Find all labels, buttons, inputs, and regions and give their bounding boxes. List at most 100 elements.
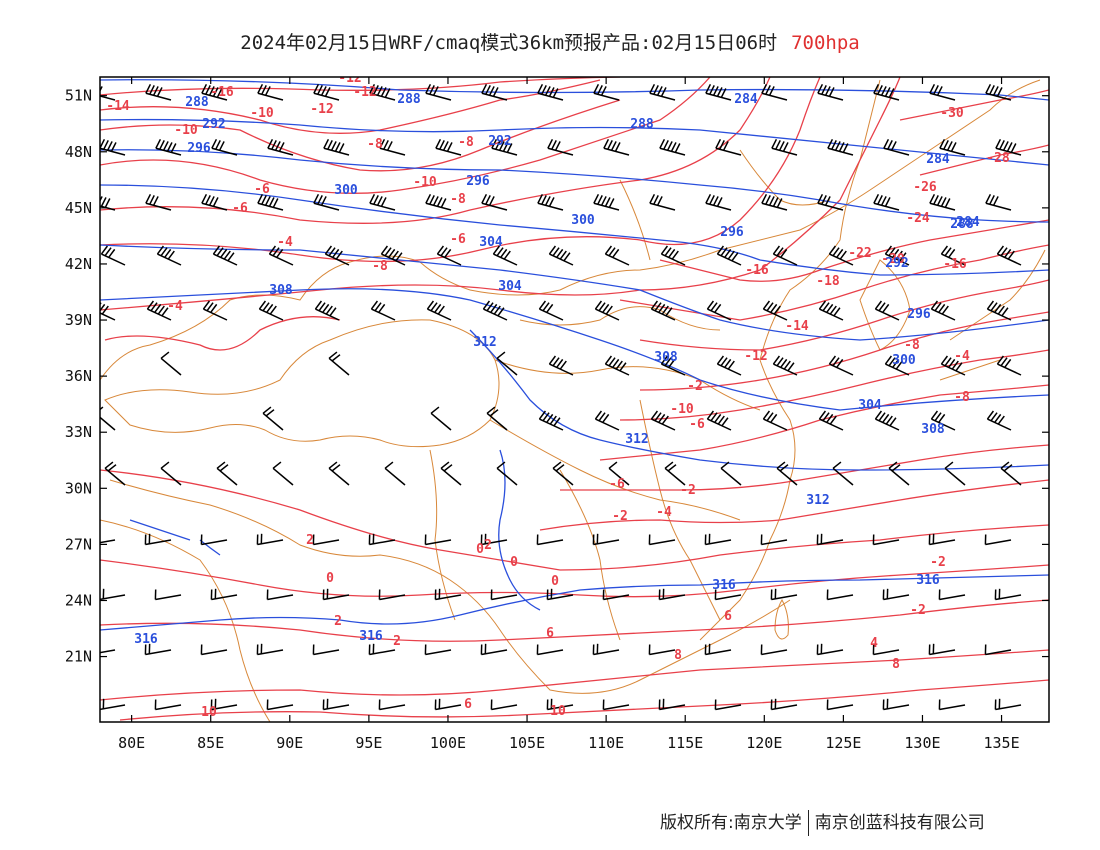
wind-barb-icon [146,300,172,321]
wind-barb-icon [211,139,238,156]
province-line-6 [429,449,456,621]
wind-barb-icon [536,534,564,546]
isotherm [100,559,1049,598]
isotherm [100,99,621,172]
japan-coast [939,249,1046,381]
temperature-label: -8 [372,259,388,274]
wind-barb-icon [664,461,686,486]
wind-barb-icon [771,139,798,156]
x-tick-label: 90E [276,734,303,752]
height-label: 308 [654,350,678,365]
height-label: 288 [185,95,209,110]
china-south-border [109,479,791,694]
temperature-label: -2 [687,379,703,394]
wind-barb-icon [828,355,854,376]
temperature-label: 8 [892,657,900,672]
height-label: 284 [734,92,758,107]
temperature-label: 10 [201,705,217,720]
wind-barb-icon [818,300,844,321]
wind-barb-icon [100,302,116,321]
height-label: 292 [885,256,908,271]
height-label: 300 [334,183,358,198]
wind-barb-icon [760,644,788,656]
wind-barb-icon [435,139,462,156]
wind-barb-icon [210,698,238,711]
temperature-label: -2 [680,483,696,498]
temperature-label: -10 [670,402,694,417]
wind-barb-icon [380,245,406,266]
isohypse [469,329,1049,471]
height-label: 312 [625,432,648,447]
height-label: 304 [498,279,522,294]
wind-barb-icon [659,139,686,156]
wind-barb-icon [930,410,956,431]
wind-barb-icon [826,589,854,601]
x-tick-label: 135E [983,734,1019,752]
isotherm [100,469,1049,571]
wind-barb-icon [145,194,172,211]
wind-barb-icon [100,698,126,711]
wind-barb-icon [604,245,630,266]
wind-barb-icon [714,589,742,601]
wind-barb-icon [100,196,116,211]
wind-barb-icon [704,643,732,656]
temperature-label: -14 [785,319,809,334]
temperature-label: -8 [450,192,466,207]
height-label: 304 [858,398,882,413]
wind-barb-icon [100,406,116,431]
temperature-label: -6 [689,417,705,432]
height-label: 316 [916,573,940,588]
temperature-label: -16 [745,263,769,278]
height-label: 296 [720,225,744,240]
height-label: 288 [630,117,654,132]
wind-barb-icon [832,461,854,486]
height-label: 312 [806,493,829,508]
wind-barb-icon [826,699,854,711]
wind-barb-icon [369,84,396,101]
y-tick-label: 27N [65,535,92,553]
wind-barb-icon [874,410,900,431]
temperature-label: -12 [353,85,376,100]
wind-barb-icon [552,461,574,486]
wind-barb-icon [705,194,732,211]
wind-barb-icon [882,698,910,711]
wind-barb-icon [650,410,676,431]
wind-barb-icon [480,643,508,656]
wind-barb-icon [202,300,228,321]
wind-barb-icon [994,588,1022,601]
wind-barb-icon [368,643,396,656]
height-label: 288 [950,217,974,232]
y-tick-label: 30N [65,479,92,497]
height-label: 308 [921,422,945,437]
wind-barb-icon [322,698,350,711]
wind-barb-icon [313,194,340,211]
temperature-label: 0 [551,574,559,589]
height-contours [100,79,1049,631]
wind-barb-icon [604,355,630,376]
wind-barb-icon [536,644,564,656]
temperature-label: 0 [326,571,334,586]
wind-barb-icon [705,84,732,101]
isotherm [659,219,1049,282]
wind-barb-icon [100,588,126,601]
wind-barb-icon [761,194,788,211]
wind-barb-icon [537,84,564,101]
taiwan-coast [774,598,789,640]
wind-barb-icon [928,533,956,546]
wind-barb-icon [593,84,620,101]
plot-frame [99,76,1050,723]
wind-barb-icon [929,84,956,101]
wind-barb-icon [370,300,396,321]
wind-barb-icon [818,410,844,431]
wind-barb-icon [262,406,284,431]
wind-barb-icon [266,699,294,711]
temperature-label: -10 [174,123,198,138]
height-label: 288 [397,92,421,107]
temperature-label: -26 [913,180,937,195]
province-line-3 [519,306,721,331]
wind-barb-icon [200,644,228,656]
temperature-contours [100,77,1049,721]
wind-barb-icon [648,644,676,656]
wind-barb-icon [144,533,172,546]
